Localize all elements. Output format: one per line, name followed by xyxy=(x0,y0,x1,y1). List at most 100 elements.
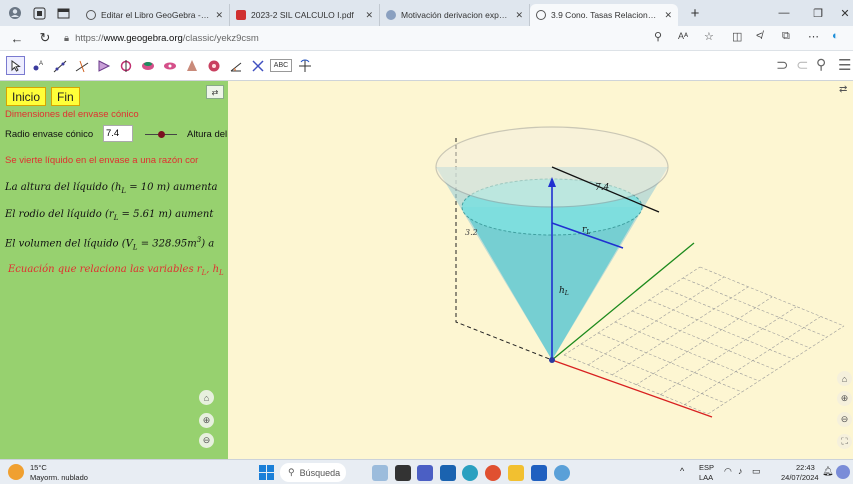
graphics-3d-view[interactable]: 7.4 rL hL 3.2 ⇄ ⌂ ⊕ ⊖ ⛶ xyxy=(228,81,853,459)
plane-tool-icon[interactable] xyxy=(182,56,201,75)
polygon-tool-icon[interactable] xyxy=(94,56,113,75)
tab-motivacion[interactable]: Motivación derivacion exponenc ✕ xyxy=(380,4,530,26)
home-view-icon[interactable]: ⌂ xyxy=(199,390,214,405)
sphere-tool-icon[interactable] xyxy=(138,56,157,75)
fullscreen-icon[interactable]: ⛶ xyxy=(837,434,852,449)
start-icon[interactable] xyxy=(259,465,274,480)
wifi-icon[interactable]: ◠ xyxy=(724,466,732,476)
workspaces-icon[interactable] xyxy=(30,4,48,22)
new-tab-button[interactable]: + xyxy=(690,4,700,22)
reader-mode-icon[interactable]: Aᴬ xyxy=(678,31,689,41)
more-icon[interactable]: ⋯ xyxy=(808,31,819,43)
collections-icon[interactable]: ⧉ xyxy=(782,30,790,42)
tab-pdf[interactable]: 2023-2 SIL CALCULO I.pdf ✕ xyxy=(230,4,380,26)
edge-icon[interactable] xyxy=(462,465,478,481)
pour-rate-text: Se vierte líquido en el envase a una raz… xyxy=(5,155,199,166)
top-radius-segment xyxy=(551,166,660,213)
height-axis-arrow-icon xyxy=(548,177,556,187)
volume-icon[interactable]: ♪ xyxy=(738,466,743,476)
copilot-taskbar-icon[interactable] xyxy=(836,465,850,479)
dimensions-title: Dimensiones del envase cónico xyxy=(5,109,139,120)
search-icon[interactable]: ⚲ xyxy=(816,56,827,72)
teams-icon[interactable] xyxy=(417,465,433,481)
zoom-out-icon[interactable]: ⊖ xyxy=(837,412,852,427)
geogebra-tab-icon xyxy=(86,10,96,20)
toggle-style-bar-icon[interactable]: ⇄ xyxy=(206,85,224,99)
radius-label: Radio envase cónico xyxy=(5,129,94,140)
tray-chevron-icon[interactable]: ^ xyxy=(680,466,685,476)
close-icon[interactable]: ✕ xyxy=(365,9,373,20)
taskbar-search[interactable]: ⚲ Búsqueda xyxy=(280,463,346,482)
language-top[interactable]: ESP xyxy=(699,463,715,472)
tab-title: Editar el Libro GeoGebra - CÁLC xyxy=(101,10,210,20)
line-tool-icon[interactable] xyxy=(50,56,69,75)
weather-icon[interactable] xyxy=(8,464,24,480)
profile-icon[interactable] xyxy=(6,4,24,22)
start-button[interactable]: Inicio xyxy=(6,87,47,106)
tab-actions-icon[interactable] xyxy=(54,4,72,22)
favorite-icon[interactable]: ☆ xyxy=(704,31,714,43)
equation-text: Ecuación que relaciona las variables rL,… xyxy=(8,264,224,277)
zoom-out-icon[interactable]: ⊖ xyxy=(199,433,214,448)
height-label: Altura del xyxy=(187,129,228,140)
zoom-icon[interactable]: ⚲ xyxy=(654,31,663,43)
url-field[interactable]: 🔒︎ https://www.geogebra.org/classic/yekz… xyxy=(64,33,259,44)
tab-editar-libro[interactable]: Editar el Libro GeoGebra - CÁLC ✕ xyxy=(80,4,230,26)
windows-taskbar: 15°C Mayorm. nublado ⚲ Búsqueda ^ ESP LAA… xyxy=(0,459,853,484)
height-slider-handle[interactable] xyxy=(158,131,165,138)
close-icon[interactable]: ✕ xyxy=(664,9,672,20)
task-view-icon[interactable] xyxy=(395,465,411,481)
clock-time[interactable]: 22:43 xyxy=(796,463,815,472)
undo-icon[interactable]: ⊃ xyxy=(776,57,789,74)
refresh-icon[interactable]: ↻ xyxy=(39,30,51,45)
favorites-icon[interactable]: ≮ xyxy=(756,30,763,42)
reflect-tool-icon[interactable] xyxy=(226,56,245,75)
text-tool-button[interactable]: ABC xyxy=(270,59,292,72)
rotate-view-tool-icon[interactable] xyxy=(295,56,314,75)
point-tool-icon[interactable]: A xyxy=(28,56,47,75)
widgets-icon[interactable] xyxy=(372,465,388,481)
notification-icon[interactable]: 🔔︎ xyxy=(822,466,834,476)
menu-icon[interactable]: ☰ xyxy=(838,57,852,74)
search-icon: ⚲ xyxy=(288,467,295,477)
word-icon[interactable] xyxy=(531,465,547,481)
redo-icon[interactable]: ⊂ xyxy=(796,57,809,74)
store-icon[interactable] xyxy=(440,465,456,481)
back-icon[interactable]: ← xyxy=(10,30,24,46)
pointer-tool-icon[interactable] xyxy=(6,56,25,75)
graphics-style-bar-icon[interactable]: ⇄ xyxy=(839,84,848,95)
chrome-icon[interactable] xyxy=(485,465,501,481)
perpendicular-tool-icon[interactable] xyxy=(72,56,91,75)
algebra-panel: Inicio Fin ⇄ Dimensiones del envase cóni… xyxy=(0,81,228,459)
angle-tool-icon[interactable] xyxy=(204,56,223,75)
liquid-radius-segment xyxy=(551,222,624,249)
close-window-icon[interactable]: ✕ xyxy=(840,7,850,20)
end-button[interactable]: Fin xyxy=(51,87,80,106)
tab-title: 3.9 Cono. Tasas Relacionadas - G xyxy=(551,10,659,20)
file-explorer-icon[interactable] xyxy=(508,465,524,481)
browser-tab-bar: Editar el Libro GeoGebra - CÁLC ✕ 2023-2… xyxy=(0,0,853,26)
tab-title: Motivación derivacion exponenc xyxy=(401,10,511,20)
clock-date[interactable]: 24/07/2024 xyxy=(781,473,819,482)
split-screen-icon[interactable]: ◫ xyxy=(732,31,743,43)
battery-icon[interactable]: ▭ xyxy=(752,466,761,476)
restore-icon[interactable]: ❐ xyxy=(813,7,823,20)
home-view-icon[interactable]: ⌂ xyxy=(837,371,852,386)
close-icon[interactable]: ✕ xyxy=(215,9,223,20)
app-icon[interactable] xyxy=(554,465,570,481)
minimize-icon[interactable]: — xyxy=(778,7,790,19)
circle-tool-icon[interactable] xyxy=(116,56,135,75)
line-reflect-tool-icon[interactable] xyxy=(248,56,267,75)
x-axis xyxy=(551,359,713,418)
close-icon[interactable]: ✕ xyxy=(515,9,523,20)
top-radius-label: 7.4 xyxy=(595,183,610,193)
tab-cono-active[interactable]: 3.9 Cono. Tasas Relacionadas - G ✕ xyxy=(530,4,678,26)
y-axis xyxy=(551,242,695,361)
radius-input[interactable] xyxy=(103,125,133,142)
zoom-in-icon[interactable]: ⊕ xyxy=(199,413,214,428)
pyramid-tool-icon[interactable] xyxy=(160,56,179,75)
language-bottom[interactable]: LAA xyxy=(699,473,714,482)
copilot-icon[interactable]: ◐ xyxy=(832,30,839,42)
zoom-in-icon[interactable]: ⊕ xyxy=(837,391,852,406)
svg-text:A: A xyxy=(39,61,43,67)
